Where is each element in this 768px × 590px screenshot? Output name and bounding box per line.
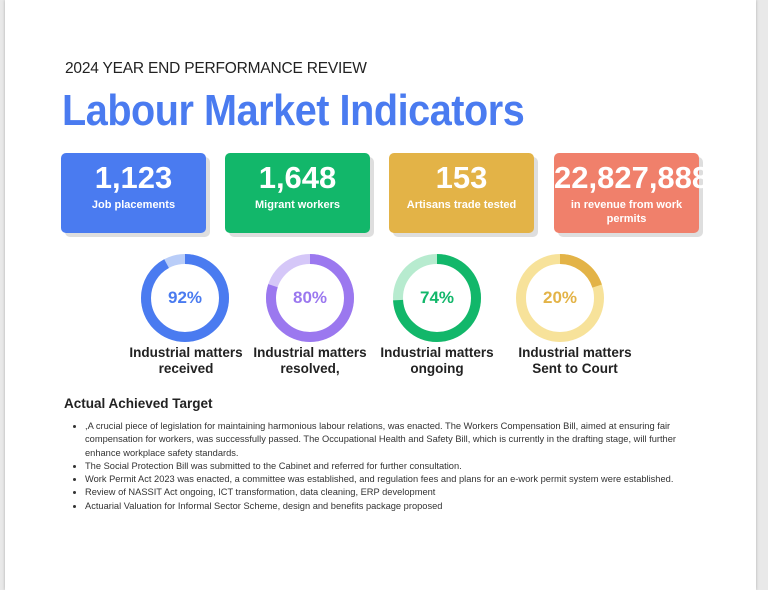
donut-sent-to-court: 20% bbox=[513, 251, 607, 345]
donut-percent: 80% bbox=[292, 288, 328, 307]
donut-label-received: Industrial matters received bbox=[129, 345, 243, 376]
donut-percent: 74% bbox=[419, 288, 455, 307]
stat-card-job-placements: 1,123 Job placements bbox=[61, 153, 206, 233]
donut-ring bbox=[141, 254, 229, 342]
donut-arc bbox=[516, 254, 604, 342]
donut-ring bbox=[393, 254, 481, 342]
stat-label: Migrant workers bbox=[255, 199, 340, 211]
stat-card-artisans-tested: 153 Artisans trade tested bbox=[389, 153, 534, 233]
achievements-list: ,A crucial piece of legislation for main… bbox=[61, 420, 705, 513]
donut-label-ongoing: Industrial matters ongoing bbox=[380, 345, 494, 376]
section-heading: Actual Achieved Target bbox=[64, 396, 213, 411]
donut-ring bbox=[516, 254, 604, 342]
donut-label-resolved: Industrial matters resolved, bbox=[253, 345, 367, 376]
donut-percent: 20% bbox=[542, 288, 578, 307]
stat-label: in revenue from work permits bbox=[570, 199, 683, 225]
donut-label-court: Industrial matters Sent to Court bbox=[518, 345, 632, 376]
donut-ring bbox=[266, 254, 354, 342]
stat-label: Artisans trade tested bbox=[406, 199, 517, 211]
donut-percent: 92% bbox=[167, 288, 203, 307]
stat-card-work-permit-revenue: 22,827,888 in revenue from work permits bbox=[554, 153, 710, 233]
stat-card-migrant-workers: 1,648 Migrant workers bbox=[225, 153, 370, 233]
donut-arc bbox=[266, 254, 354, 342]
report-kicker: 2024 YEAR END PERFORMANCE REVIEW bbox=[65, 60, 367, 77]
donut-matters-ongoing: 74% bbox=[390, 251, 484, 345]
stat-value: 1,648 bbox=[258, 160, 337, 195]
donut-arc bbox=[393, 254, 481, 342]
stat-value: 22,827,888 bbox=[554, 160, 710, 195]
list-item: Work Permit Act 2023 was enacted, a comm… bbox=[85, 473, 705, 486]
page-title: Labour Market Indicators bbox=[62, 86, 525, 135]
stat-label: Job placements bbox=[91, 199, 176, 211]
list-item: Actuarial Valuation for Informal Sector … bbox=[85, 500, 705, 513]
stat-value: 153 bbox=[435, 160, 488, 195]
list-item: ,A crucial piece of legislation for main… bbox=[85, 420, 705, 460]
document-page: 2024 YEAR END PERFORMANCE REVIEW Labour … bbox=[5, 0, 756, 590]
list-item: The Social Protection Bill was submitted… bbox=[85, 460, 705, 473]
list-item: Review of NASSIT Act ongoing, ICT transf… bbox=[85, 486, 705, 499]
donut-matters-received: 92% bbox=[138, 251, 232, 345]
donut-arc bbox=[141, 254, 229, 342]
donut-matters-resolved: 80% bbox=[263, 251, 357, 345]
stat-value: 1,123 bbox=[94, 160, 173, 195]
